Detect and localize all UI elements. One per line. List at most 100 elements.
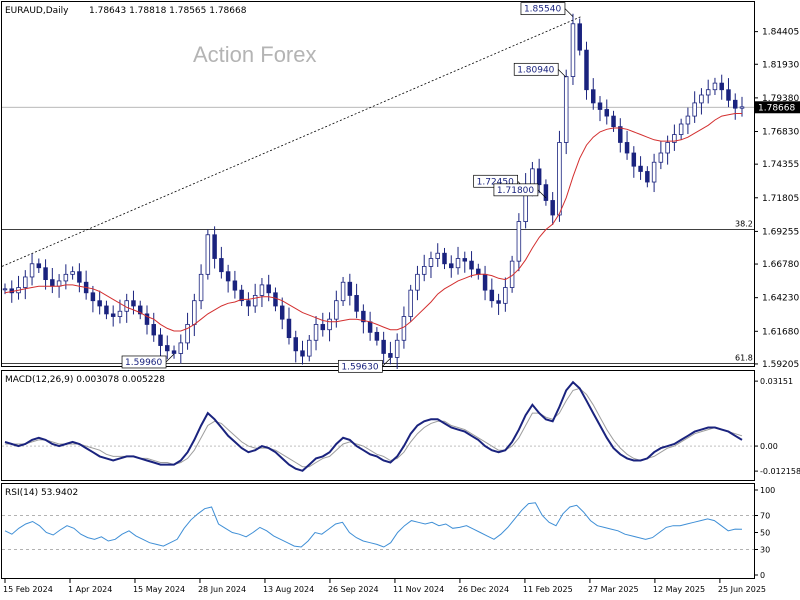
candle-body [645,171,650,183]
candle-body [618,126,623,143]
candle-body [104,305,109,315]
price-axis-tick-label: 1.71805 [762,194,799,204]
candle-body [320,324,326,331]
candle-body [543,184,549,201]
candle-body [685,115,691,125]
candle-body [394,339,400,358]
candle-body [591,89,596,104]
rsi-panel-frame [1,483,755,579]
date-axis-label: 11 Feb 2025 [523,585,573,594]
candle-body [442,252,447,265]
date-axis-label: 26 Sep 2024 [328,585,379,594]
candle-body [334,300,339,320]
candle-body [23,276,28,288]
candle-body [97,300,102,307]
candle-body [530,168,535,186]
candle-body [462,258,468,262]
annotation-label: 1.85540 [524,5,561,15]
candle-body [415,273,420,291]
candle-body [489,289,495,302]
price-axis-tick-label: 1.81930 [762,60,799,70]
candle-body [726,89,731,101]
candle-body [50,279,55,287]
annotation-label: 1.80940 [517,65,554,75]
candle-body [536,168,542,186]
annotation-label: 1.72450 [477,177,514,187]
candle-body [286,318,292,339]
candle-body [449,263,454,269]
candle-body [212,234,217,259]
date-axis-label: 28 Jun 2024 [198,585,246,594]
candle-body [192,300,197,325]
candle-body [624,142,630,154]
candle-body [381,339,386,354]
candle-body [158,334,163,346]
candle-body [367,321,373,333]
candle-body [2,288,8,291]
candle-body [672,134,677,143]
macd-title: MACD(12,26,9) 0.003078 0.005228 [5,375,165,385]
candle-body [205,234,211,275]
candle-body [435,252,440,259]
candle-body [246,300,251,307]
annotation-leader [382,358,391,367]
macd-axis-label: 0.03151 [760,377,793,386]
candle-body [361,310,366,323]
candle-body [469,260,474,270]
chart-symbol: EURAUD,Daily [5,6,69,16]
candle-body [198,273,204,302]
price-axis-tick-label: 1.74355 [762,160,799,170]
candle-body [563,76,569,143]
current-price-label: 1.78668 [758,103,795,113]
candle-body [719,82,724,91]
candle-body [665,142,670,154]
candle-body [516,221,522,262]
candle-body [151,324,156,336]
candle-body [144,313,150,325]
candle-body [354,295,359,312]
candle-body [340,281,346,302]
macd-main-line [4,380,743,472]
annotation-label: 1.71800 [497,186,534,196]
rsi-axis-label: 50 [760,529,770,538]
date-axis-label: 27 Mar 2025 [588,585,639,594]
date-axis-label: 1 Apr 2024 [68,585,112,594]
date-axis-label: 26 Dec 2024 [458,585,509,594]
price-axis-tick-label: 1.84405 [762,28,799,38]
date-axis-label: 12 May 2025 [653,585,705,594]
annotation-label: 1.59960 [125,358,162,368]
rsi-axis-label: 70 [760,512,770,521]
candle-body [421,266,427,275]
price-axis-tick-label: 1.66780 [762,260,799,270]
candle-body [388,353,393,358]
fib-level-label: 61.8 [735,353,753,362]
candle-body [712,82,718,91]
candle-body [185,324,190,344]
candle-body [56,280,62,287]
candle-body [584,49,589,91]
candle-body [307,339,312,357]
date-axis-label: 15 Feb 2024 [3,585,53,594]
candle-body [732,99,738,109]
candle-body [300,350,305,357]
macd-axis-label: 0.00 [760,442,778,451]
rsi-axis-label: 30 [760,546,770,555]
watermark: Action Forex [193,42,317,67]
candle-body [651,161,657,183]
date-axis-label: 25 Jun 2025 [718,585,766,594]
annotation-box [338,359,383,373]
price-axis-tick-label: 1.76830 [762,128,799,138]
candle-body [739,106,745,109]
candle-body [165,345,170,352]
macd-plot: 0.03151 0.00 -0.012158 [2,377,800,476]
rsi-title: RSI(14) 53.9402 [5,488,78,498]
price-axis-tick-label: 1.59205 [762,360,799,370]
fib-level-label: 38.2 [735,219,753,228]
candle-body [631,152,637,167]
candle-body [476,268,481,275]
candle-body [171,350,177,354]
main-panel-frame [1,1,755,367]
candle-body [29,263,35,278]
